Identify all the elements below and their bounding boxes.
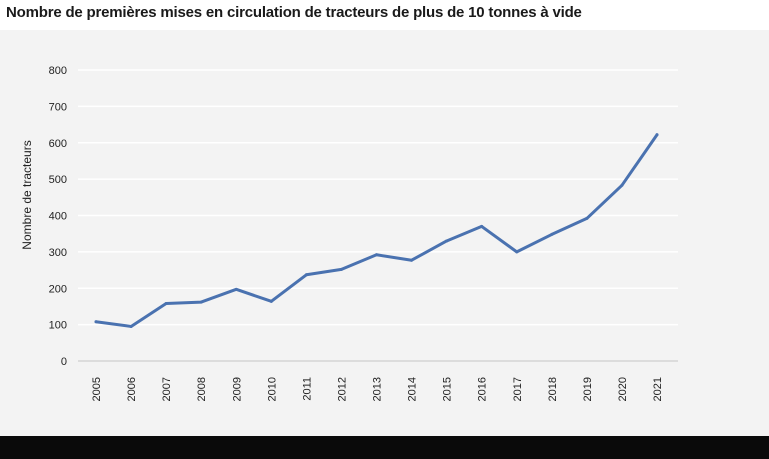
y-tick-label: 700 <box>49 101 67 113</box>
data-point <box>339 267 343 271</box>
data-point <box>585 216 589 220</box>
data-point <box>199 300 203 304</box>
y-tick-label: 400 <box>49 211 67 223</box>
y-axis-label: Nombre de tracteurs <box>20 140 34 249</box>
data-point <box>234 287 238 291</box>
data-point <box>94 320 98 324</box>
data-point <box>410 258 414 262</box>
y-tick-label: 800 <box>49 65 67 77</box>
x-tick-label: 2014 <box>407 377 419 401</box>
y-tick-label: 100 <box>49 320 67 332</box>
data-point <box>550 232 554 236</box>
x-tick-label: 2010 <box>266 377 278 401</box>
series-line <box>94 133 659 328</box>
x-tick-label: 2005 <box>91 377 103 401</box>
series-layer <box>94 133 659 328</box>
data-point <box>445 239 449 243</box>
y-tick-label: 0 <box>61 356 67 368</box>
x-tick-label: 2006 <box>126 377 138 401</box>
y-axis-ticks: 0 100 200 300 400 500 600 700 800 <box>49 65 67 368</box>
data-point <box>655 133 659 137</box>
data-point <box>620 183 624 187</box>
data-point <box>269 299 273 303</box>
data-point <box>375 253 378 257</box>
x-axis-ticks: 2005 2006 2007 2008 2009 2010 2011 2012 2013 2014… <box>91 377 664 401</box>
gridlines <box>78 69 678 362</box>
x-tick-label: 2017 <box>512 377 524 401</box>
x-tick-label: 2019 <box>582 377 594 401</box>
x-tick-label: 2013 <box>372 377 384 401</box>
chart-panel <box>0 30 769 436</box>
x-tick-label: 2016 <box>477 377 489 401</box>
x-tick-label: 2020 <box>617 377 629 401</box>
x-tick-label: 2011 <box>301 377 313 401</box>
data-point <box>164 302 168 306</box>
y-tick-label: 200 <box>49 283 67 295</box>
x-tick-label: 2009 <box>231 377 243 401</box>
data-point <box>480 224 484 228</box>
data-point <box>304 273 308 277</box>
x-tick-label: 2008 <box>196 377 208 401</box>
data-point <box>129 324 133 328</box>
x-tick-label: 2021 <box>652 377 664 401</box>
x-tick-label: 2018 <box>547 377 559 401</box>
data-point <box>515 250 519 254</box>
y-tick-label: 500 <box>49 174 67 186</box>
x-tick-label: 2007 <box>161 377 173 401</box>
chart-title: Nombre de premières mises en circulation… <box>6 4 582 21</box>
x-tick-label: 2015 <box>442 377 454 401</box>
footer-bar <box>0 436 769 459</box>
x-tick-label: 2012 <box>336 377 348 401</box>
y-tick-label: 600 <box>49 138 67 150</box>
y-tick-label: 300 <box>49 247 67 259</box>
